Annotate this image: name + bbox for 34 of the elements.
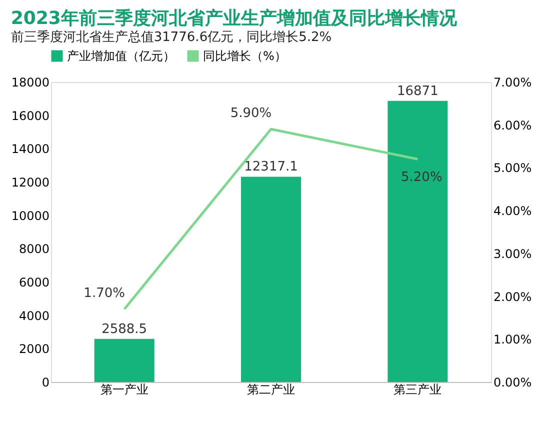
x-tick-label: 第一产业 <box>100 382 148 396</box>
bar <box>241 176 301 382</box>
y-tick-label: 4000 <box>18 308 50 323</box>
y2-tick-label: 2.00% <box>494 290 532 304</box>
y-tick-label: 10000 <box>11 208 50 223</box>
data-label: 5.90% <box>230 106 272 122</box>
y-tick-label: 12000 <box>11 176 50 190</box>
y-tick-label: 14000 <box>11 142 50 156</box>
y-tick-label: 0 <box>42 376 50 390</box>
y2-tick-label: 6.00% <box>494 118 532 132</box>
data-label: 12317.1 <box>244 160 298 175</box>
chart-title: 2023年前三季度河北省产业生产增加值及同比增长情况 <box>10 8 458 29</box>
y2-tick-label: 3.00% <box>494 246 532 261</box>
y-tick-label: 2000 <box>18 342 50 356</box>
chart-subtitle: 前三季度河北省生产总值31776.6亿元，同比增长5.2% <box>10 29 332 45</box>
y-tick-label: 16000 <box>11 108 50 123</box>
y-tick-label: 6000 <box>18 276 50 290</box>
legend-label: 产业增加值（亿元） <box>67 49 175 63</box>
bar <box>94 338 154 382</box>
data-label: 1.70% <box>84 286 125 302</box>
y2-tick-label: 5.00% <box>494 161 532 176</box>
y2-tick-label: 7.00% <box>494 76 532 90</box>
y-tick-label: 8000 <box>18 242 50 256</box>
y2-tick-label: 4.00% <box>494 204 532 218</box>
legend-label: 同比增长（%） <box>203 49 286 63</box>
bar <box>388 100 448 382</box>
y2-tick-label: 0.00% <box>494 376 532 390</box>
data-label: 16871 <box>396 84 438 99</box>
data-label: 5.20% <box>401 170 442 186</box>
y-tick-label: 18000 <box>11 76 50 90</box>
y2-tick-label: 1.00% <box>494 332 532 347</box>
x-tick-label: 第三产业 <box>394 382 442 396</box>
x-tick-label: 第二产业 <box>247 382 295 396</box>
data-label: 2588.5 <box>102 322 148 337</box>
